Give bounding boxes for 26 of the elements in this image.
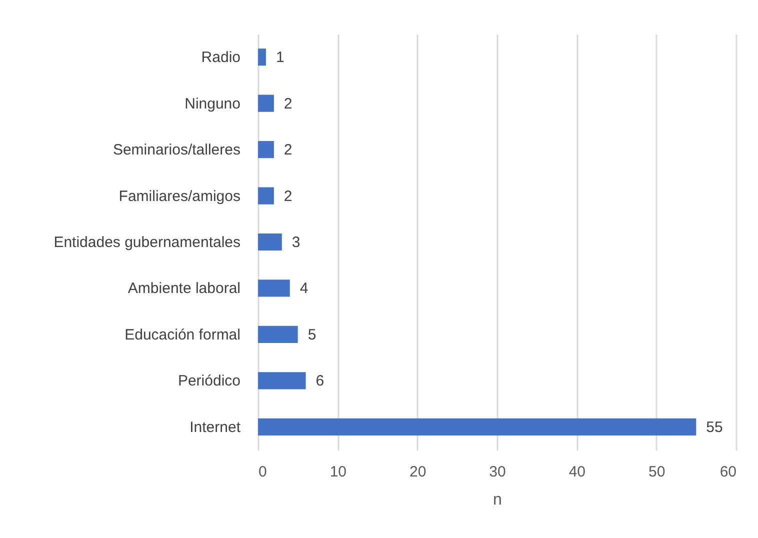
x-axis-title: n bbox=[493, 492, 502, 508]
y-tick-label: Familiares/amigos bbox=[118, 188, 240, 205]
y-tick-label: Periódico bbox=[178, 372, 240, 390]
x-tick-label: 60 bbox=[720, 464, 736, 480]
x-tick-label: 0 bbox=[258, 464, 267, 480]
data-label: 5 bbox=[308, 326, 316, 344]
x-tick-label: 50 bbox=[648, 464, 666, 480]
y-tick-label: Internet bbox=[190, 418, 242, 436]
y-tick-label: Ambiente laboral bbox=[128, 280, 240, 298]
y-tick-label: Ninguno bbox=[184, 95, 240, 112]
y-tick-label: Educación formal bbox=[124, 326, 240, 344]
x-tick-label: 40 bbox=[568, 464, 586, 480]
x-tick-label: 10 bbox=[330, 464, 347, 480]
x-tick-label: 20 bbox=[409, 464, 426, 480]
x-tick-label: 30 bbox=[489, 464, 506, 480]
y-tick-label: Seminarios/talleres bbox=[112, 142, 240, 159]
data-label: 2 bbox=[284, 95, 292, 112]
data-label: 55 bbox=[706, 418, 723, 436]
data-label: 6 bbox=[316, 372, 324, 390]
y-tick-label: Entidades gubernamentales bbox=[54, 234, 240, 251]
data-label: 1 bbox=[276, 49, 284, 66]
data-label: 2 bbox=[284, 142, 292, 159]
data-label: 3 bbox=[292, 234, 300, 251]
data-label: 4 bbox=[300, 280, 308, 298]
data-label: 2 bbox=[284, 188, 292, 205]
y-tick-label: Radio bbox=[201, 49, 240, 66]
